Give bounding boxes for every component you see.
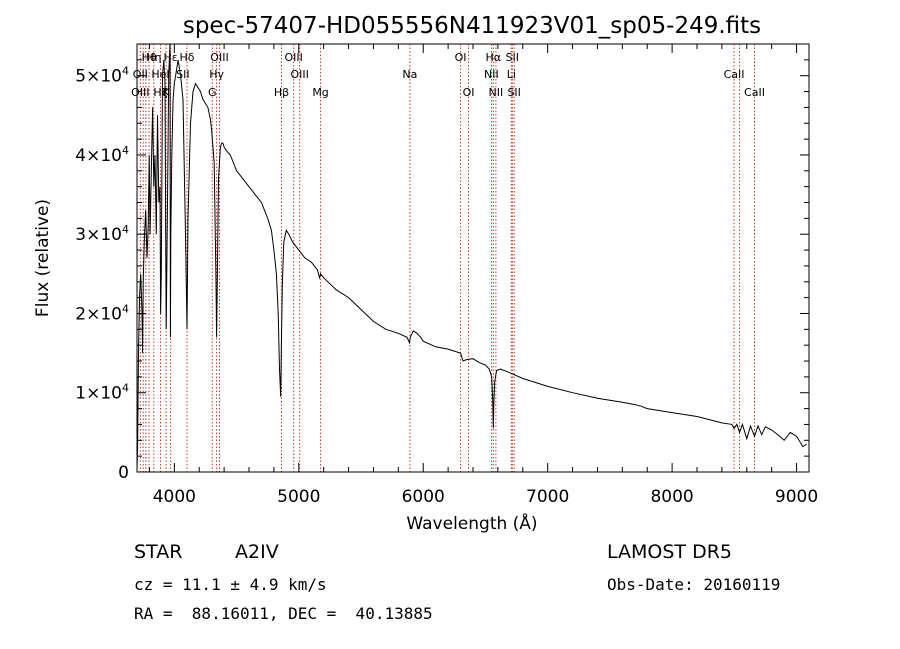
line-label: SII: [176, 68, 189, 81]
x-tick-label: 5000: [277, 487, 320, 507]
x-axis: 4000 5000 6000 7000 8000 9000: [148, 44, 818, 507]
line-label: K: [163, 86, 171, 99]
plot-frame: [136, 43, 810, 473]
line-label: Hα: [486, 51, 502, 64]
line-label: OIII: [131, 86, 149, 99]
line-label: OIII: [210, 51, 228, 64]
line-label: SII: [507, 86, 520, 99]
line-label: OII: [133, 68, 148, 81]
y-tick-label: 2×104: [75, 302, 129, 324]
line-label: Hγ: [209, 68, 224, 81]
y-tick-label: 3×104: [75, 223, 129, 245]
y-tick-label: 0: [118, 463, 129, 483]
spectrum-line: [136, 43, 807, 470]
y-tick-label: 1×104: [75, 382, 129, 404]
line-marker-group: [139, 44, 755, 472]
spectral-subclass: A2IV: [235, 541, 279, 563]
line-label: CaII: [724, 68, 745, 81]
line-label: G: [208, 86, 217, 99]
redshift-text: cz = 11.1 ± 4.9 km/s: [134, 575, 327, 594]
x-tick-label: 6000: [402, 487, 445, 507]
y-tick-label: 5×104: [75, 65, 129, 87]
object-class: STAR: [134, 541, 183, 563]
line-label: CaII: [744, 86, 765, 99]
line-label: Hδ: [180, 51, 195, 64]
line-label: NII: [484, 68, 499, 81]
line-label: Li: [507, 68, 516, 81]
chart-title: spec-57407-HD055556N411923V01_sp05-249.f…: [183, 13, 761, 39]
line-label: Hε: [163, 51, 177, 64]
line-label: Hβ: [274, 86, 289, 99]
x-tick-label: 9000: [775, 487, 818, 507]
y-tick-label: 4×104: [75, 144, 129, 166]
line-label: OI: [463, 86, 475, 99]
line-label: OI: [455, 51, 467, 64]
x-tick-label: 8000: [650, 487, 693, 507]
coordinates-text: RA = 88.16011, DEC = 40.13885: [134, 604, 433, 623]
line-label: Mg: [312, 86, 328, 99]
line-label: HeI: [151, 68, 169, 81]
obs-date-text: Obs-Date: 20160119: [607, 575, 781, 594]
line-label: OIII: [284, 51, 302, 64]
survey-name: LAMOST DR5: [607, 541, 732, 563]
line-label: NII: [489, 86, 504, 99]
line-label: Hζ: [153, 86, 167, 99]
line-label: SII: [506, 51, 519, 64]
line-label: Hη: [146, 51, 161, 64]
y-axis: 0 1×104 2×104 3×104 4×104 5×104: [75, 59, 809, 483]
x-tick-label: 7000: [526, 487, 569, 507]
line-label: Na: [402, 68, 417, 81]
x-axis-label: Wavelength (Å): [406, 512, 537, 534]
line-label: OIII: [290, 68, 308, 81]
x-tick-label: 4000: [153, 487, 196, 507]
line-label: Hθ: [142, 51, 157, 64]
y-axis-label: Flux (relative): [33, 199, 53, 317]
